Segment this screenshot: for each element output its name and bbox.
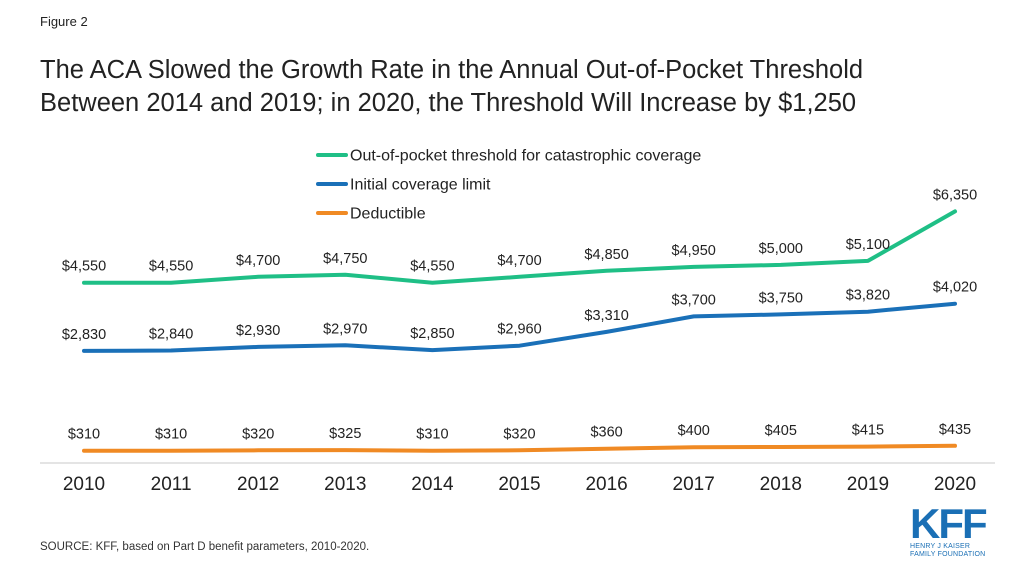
data-label-2-10: $435 [939,422,971,438]
x-tick-label-2010: 2010 [63,474,105,495]
data-label-2-8: $405 [765,423,797,439]
x-tick-label-2016: 2016 [585,474,627,495]
data-label-1-10: $4,020 [933,280,977,296]
legend-label-1: Initial coverage limit [350,177,491,194]
data-label-2-3: $325 [329,426,361,442]
data-label-2-1: $310 [155,427,187,443]
data-label-1-6: $3,310 [584,308,628,324]
data-label-1-7: $3,700 [672,292,716,308]
chart-title: The ACA Slowed the Growth Rate in the An… [40,54,1000,120]
title-line-1: The ACA Slowed the Growth Rate in the An… [40,56,864,84]
data-label-1-0: $2,830 [62,327,106,343]
data-label-0-7: $4,950 [672,243,716,259]
data-label-1-5: $2,960 [497,322,541,338]
data-label-1-4: $2,850 [410,326,454,342]
data-label-2-9: $415 [852,423,884,439]
data-label-1-8: $3,750 [759,290,803,306]
legend-label-2: Deductible [350,206,426,223]
x-tick-label-2017: 2017 [673,474,715,495]
data-label-0-5: $4,700 [497,253,541,269]
data-label-2-7: $400 [678,423,710,439]
x-tick-label-2015: 2015 [498,474,540,495]
x-tick-label-2014: 2014 [411,474,454,495]
data-label-2-2: $320 [242,426,274,442]
x-tick-label-2012: 2012 [237,474,279,495]
series-line-2 [82,443,957,453]
data-label-0-3: $4,750 [323,251,367,267]
data-label-2-0: $310 [68,427,100,443]
data-label-0-2: $4,700 [236,253,280,269]
data-label-0-8: $5,000 [759,241,803,257]
data-label-1-9: $3,820 [846,288,890,304]
data-label-0-10: $6,350 [933,187,977,203]
x-tick-label-2020: 2020 [934,474,976,495]
data-label-1-3: $2,970 [323,321,367,337]
data-label-2-6: $360 [590,425,622,441]
data-label-2-4: $310 [416,427,448,443]
data-label-0-6: $4,850 [584,247,628,263]
data-label-0-4: $4,550 [410,259,454,275]
data-label-0-0: $4,550 [62,259,106,275]
series-line-0 [82,209,957,285]
data-label-1-1: $2,840 [149,326,193,342]
legend-label-0: Out-of-pocket threshold for catastrophic… [350,148,701,165]
x-tick-label-2011: 2011 [151,474,192,495]
data-label-1-2: $2,930 [236,323,280,339]
x-tick-label-2019: 2019 [847,474,889,495]
x-tick-label-2013: 2013 [324,474,366,495]
x-tick-label-2018: 2018 [760,474,802,495]
logo-subtitle-2: FAMILY FOUNDATION [910,551,986,558]
figure-label: Figure 2 [40,14,88,29]
logo-subtitle-1: HENRY J KAISER [910,543,971,550]
data-label-0-1: $4,550 [149,259,193,275]
kff-logo: KFF HENRY J KAISER FAMILY FOUNDATION [910,500,992,563]
title-line-2: Between 2014 and 2019; in 2020, the Thre… [40,89,857,117]
data-label-2-5: $320 [503,426,535,442]
logo-wordmark: KFF [910,500,988,547]
source-note: SOURCE: KFF, based on Part D benefit par… [40,541,370,553]
data-label-0-9: $5,100 [846,237,890,253]
